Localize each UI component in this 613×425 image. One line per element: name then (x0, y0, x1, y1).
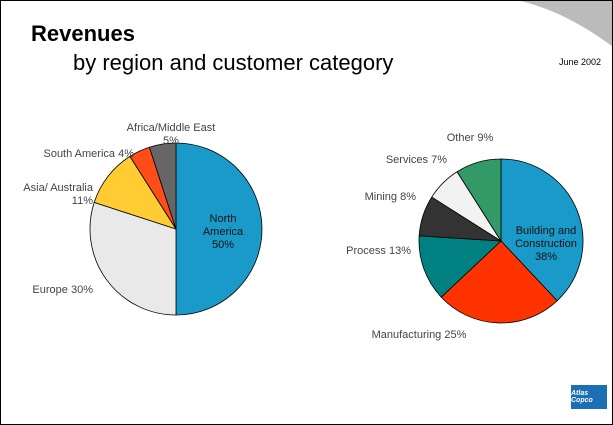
value-label: 11% (71, 195, 93, 207)
slice-label: South America 4% (1, 148, 134, 161)
pie-slice (500, 158, 584, 302)
value-label: 13% (388, 245, 411, 257)
value-label: 50% (211, 239, 235, 251)
subtitle: by region and customer category (73, 50, 394, 75)
pie-slice (148, 142, 177, 230)
slice-label: Process 13% (271, 245, 411, 258)
value-label: 4% (118, 148, 134, 160)
value-label: 7% (431, 154, 447, 166)
value-label: 38% (534, 251, 558, 263)
decor-image (521, 1, 612, 46)
pie-slice (456, 158, 502, 243)
slice-label: Mining 8% (276, 191, 416, 204)
slice-label: Asia/ Australia 11% (21, 182, 93, 208)
pie-slice (89, 201, 177, 316)
category-label: Other (446, 132, 475, 144)
slice-label: Europe 30% (1, 284, 93, 297)
category-label: Process (346, 245, 386, 257)
logo: Atlas Copco (571, 385, 607, 409)
category-label: North America (202, 213, 244, 238)
date: June 2002 (559, 57, 602, 67)
category-label: Building and Construction (515, 225, 577, 250)
category-label: Europe (32, 284, 68, 296)
pie-slice (440, 240, 558, 324)
value-label: 8% (400, 191, 416, 203)
category-label: Mining (364, 191, 398, 203)
category-label: South America (43, 148, 116, 160)
slice-label: Services 7% (307, 154, 447, 167)
title: Revenues (31, 21, 135, 46)
slice-label: Other 9% (400, 132, 540, 145)
slice-label: North America 50% (192, 213, 254, 252)
slice-label: Africa/Middle East 5% (101, 122, 241, 148)
value-label: 5% (163, 135, 179, 147)
pie-slice (175, 142, 263, 316)
category-label: Africa/Middle East (126, 122, 216, 134)
category-label: Asia/ Australia (23, 182, 93, 194)
slice-label: Manufacturing 25% (349, 329, 489, 342)
slice-label: Building and Construction 38% (504, 225, 588, 264)
value-label: 9% (477, 132, 494, 144)
category-label: Manufacturing (371, 329, 442, 341)
value-label: 30% (70, 284, 93, 296)
pie-slice (418, 235, 502, 298)
category-label: Services (385, 154, 429, 166)
value-label: 25% (444, 329, 467, 341)
